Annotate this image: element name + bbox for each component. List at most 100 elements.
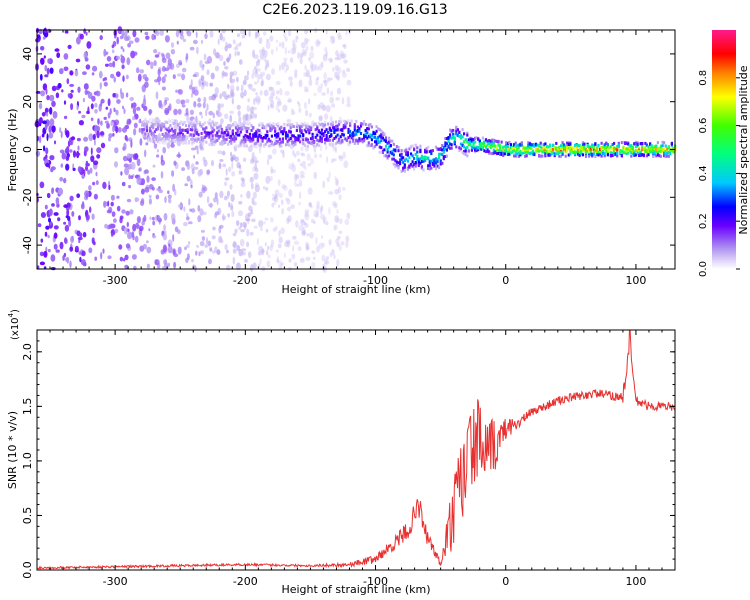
noise-cell — [38, 135, 42, 144]
noise-cell — [253, 54, 259, 59]
noise-cell — [192, 74, 197, 78]
track-cell — [642, 148, 645, 152]
noise-cell — [260, 227, 263, 232]
noise-cell — [237, 110, 241, 117]
track-cell — [384, 154, 388, 158]
noise-cell — [71, 211, 75, 217]
track-cell — [359, 122, 363, 126]
track-cell — [614, 147, 617, 151]
track-cell — [374, 140, 377, 144]
track-cell — [239, 141, 242, 145]
track-cell — [491, 142, 494, 146]
noise-cell — [219, 93, 222, 100]
noise-cell — [277, 256, 279, 264]
noise-cell — [329, 115, 333, 121]
noise-cell — [193, 166, 199, 170]
track-cell — [234, 131, 238, 135]
noise-cell — [254, 156, 258, 165]
noise-cell — [89, 206, 92, 213]
noise-cell — [203, 53, 207, 61]
track-cell — [216, 131, 219, 135]
noise-cell — [63, 221, 67, 225]
track-cell — [456, 134, 459, 137]
noise-cell — [342, 187, 346, 191]
noise-cell — [94, 102, 98, 108]
track-cell — [558, 154, 561, 158]
track-cell — [258, 123, 261, 127]
track-cell — [170, 127, 173, 131]
noise-cell — [333, 224, 338, 231]
track-cell — [197, 137, 200, 141]
noise-cell — [119, 215, 124, 220]
track-cell — [499, 148, 502, 152]
noise-cell — [293, 240, 299, 245]
track-cell — [628, 149, 631, 153]
track-cell — [627, 142, 630, 146]
track-cell — [288, 129, 291, 133]
noise-cell — [300, 220, 306, 226]
noise-cell — [290, 108, 295, 116]
noise-cell — [283, 31, 287, 39]
noise-cell — [176, 40, 179, 45]
track-cell — [152, 135, 155, 139]
noise-cell — [339, 50, 344, 56]
track-cell — [630, 151, 633, 155]
noise-cell — [164, 67, 170, 72]
noise-cell — [195, 115, 198, 123]
noise-cell — [315, 236, 318, 245]
noise-cell — [294, 180, 297, 187]
track-cell — [663, 152, 666, 156]
track-cell — [331, 126, 334, 130]
track-cell — [352, 139, 355, 143]
x-tick-label: 0 — [502, 274, 509, 287]
noise-cell — [79, 232, 83, 238]
track-cell — [316, 125, 319, 129]
track-cell — [144, 122, 147, 126]
track-cell — [413, 157, 416, 160]
track-cell — [247, 127, 250, 130]
noise-cell — [287, 50, 291, 54]
noise-cell — [43, 145, 46, 152]
noise-cell — [259, 90, 263, 96]
track-cell — [522, 149, 525, 153]
noise-cell — [311, 261, 316, 270]
track-cell — [319, 131, 322, 135]
noise-cell — [51, 187, 55, 194]
track-cell — [200, 140, 203, 144]
track-cell — [261, 136, 264, 140]
snr-frame — [36, 329, 676, 571]
track-cell — [333, 129, 336, 133]
noise-cell — [170, 213, 176, 221]
noise-cell — [330, 158, 334, 163]
track-cell — [638, 146, 641, 150]
track-cell — [614, 152, 617, 156]
noise-cell — [143, 214, 147, 222]
noise-cell — [250, 182, 254, 190]
track-cell — [189, 133, 192, 137]
noise-cell — [167, 245, 173, 254]
track-cell — [438, 147, 441, 151]
track-cell — [186, 128, 189, 132]
noise-cell — [48, 132, 54, 139]
noise-cell — [177, 204, 182, 208]
noise-cell — [310, 64, 314, 73]
noise-cell — [334, 71, 338, 79]
noise-cell — [235, 262, 241, 271]
noise-cell — [334, 178, 339, 187]
noise-cell — [208, 110, 214, 116]
track-cell — [227, 124, 230, 128]
track-cell — [428, 161, 431, 165]
track-cell — [231, 129, 234, 133]
noise-cell — [247, 83, 253, 88]
noise-cell — [126, 221, 129, 228]
track-cell — [277, 124, 280, 128]
noise-cell — [304, 209, 310, 214]
track-cell — [422, 155, 425, 159]
noise-cell — [72, 150, 77, 158]
track-cell — [647, 149, 650, 153]
track-cell — [211, 126, 214, 130]
noise-cell — [301, 230, 306, 236]
track-cell — [459, 142, 463, 146]
noise-cell — [328, 77, 333, 81]
